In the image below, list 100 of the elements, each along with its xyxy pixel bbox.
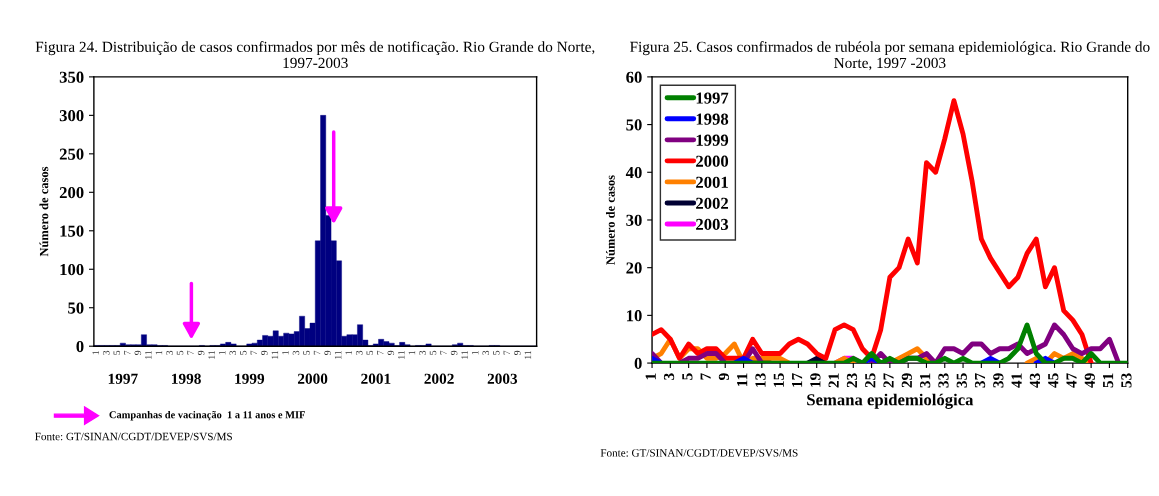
x-tick-label: 9 xyxy=(134,350,142,355)
y-tick-label: 100 xyxy=(60,263,84,276)
x-tick-label: 3 xyxy=(166,350,173,355)
x-tick-label: 9 xyxy=(718,373,730,381)
x-tick-label: 11 xyxy=(208,350,215,359)
legend-label: 1997 xyxy=(696,92,729,104)
x-tick-label: 3 xyxy=(102,350,110,355)
x-tick-label: 1 xyxy=(345,350,352,355)
x-tick-label: 23 xyxy=(846,373,858,388)
chart-title: Figura 25. Casos confirmados de rubéola por semana epidemiológica. Rio Grande do Norte, 1997 -2003 xyxy=(630,41,1150,71)
x-tick-label: 3 xyxy=(292,350,300,355)
y-axis-title: Número de casos xyxy=(39,166,49,257)
x-tick-label: 15 xyxy=(773,373,784,387)
x-tick-label: 1 xyxy=(282,350,289,355)
legend-label: 2002 xyxy=(696,197,728,209)
text: Campanhas de vacinação 1 a 11 anos e MIF xyxy=(109,410,305,421)
y-tick-label: 300 xyxy=(59,110,84,122)
y-tick-label: 200 xyxy=(59,187,84,199)
x-tick-label: 5 xyxy=(493,350,500,355)
legend-label: 2003 xyxy=(696,218,729,231)
chart-title: Figura 24. Distribuição de casos confirmados por mês de notificação. Rio Grande do Norte, 1997-2003 xyxy=(35,41,595,69)
x-tick-label: 5 xyxy=(176,350,184,355)
x-tick-label: 43 xyxy=(1029,373,1041,388)
legend-label: 2001 xyxy=(696,176,728,188)
x-tick-label: 19 xyxy=(810,373,821,387)
y-tick-label: 60 xyxy=(626,71,642,83)
x-tick-label: 53 xyxy=(1121,373,1132,388)
text: 2002 xyxy=(424,373,454,384)
x-tick-label: 3 xyxy=(229,350,236,355)
x-tick-label: 13 xyxy=(755,373,766,387)
x-tick-label: 51 xyxy=(1103,373,1114,388)
x-tick-label: 1 xyxy=(408,350,416,355)
x-tick-label: 5 xyxy=(240,350,247,355)
legend-label: 1999 xyxy=(696,134,729,146)
x-tick-label: 7 xyxy=(250,350,257,355)
x-tick-label: 3 xyxy=(482,350,489,355)
source-note: Fonte: GT/SINAN/CGDT/DEVEP/SVS/MS xyxy=(600,449,798,457)
x-tick-label: 11 xyxy=(461,350,468,359)
y-tick-label: 50 xyxy=(626,119,642,131)
x-axis-title: Semana epidemiológica xyxy=(807,393,974,409)
text: 1998 xyxy=(172,373,201,384)
x-tick-label: 7 xyxy=(700,373,711,380)
x-tick-label: 39 xyxy=(993,373,1004,388)
x-tick-label: 25 xyxy=(865,373,876,388)
x-tick-label: 7 xyxy=(124,350,131,355)
x-tick-label: 9 xyxy=(261,350,268,355)
x-tick-label: 1 xyxy=(645,373,656,380)
y-tick-label: 10 xyxy=(627,310,642,322)
x-tick-label: 7 xyxy=(503,350,510,355)
x-tick-label: 35 xyxy=(956,373,967,388)
x-tick-label: 3 xyxy=(663,373,675,380)
x-tick-label: 5 xyxy=(303,350,310,355)
x-tick-label: 7 xyxy=(377,350,384,355)
x-tick-label: 11 xyxy=(737,373,748,387)
source-note: Fonte: GT/SINAN/CGDT/DEVEP/SVS/MS xyxy=(35,432,232,441)
y-tick-label: 0 xyxy=(76,340,84,353)
x-tick-label: 11 xyxy=(145,350,152,359)
x-tick-label: 41 xyxy=(1011,373,1022,388)
x-tick-label: 11 xyxy=(334,350,342,359)
text: 2003 xyxy=(487,373,518,384)
x-tick-label: 11 xyxy=(398,350,405,359)
x-tick-label: 3 xyxy=(355,350,363,355)
x-tick-label: 7 xyxy=(440,350,447,355)
x-tick-label: 5 xyxy=(429,350,437,355)
legend-label: 2000 xyxy=(696,155,729,167)
x-tick-label: 1 xyxy=(92,350,99,355)
x-tick-label: 9 xyxy=(514,350,521,355)
text: 2001 xyxy=(361,373,391,384)
x-tick-label: 29 xyxy=(901,373,912,388)
y-tick-label: 30 xyxy=(626,214,642,226)
x-tick-label: 1 xyxy=(218,350,226,355)
x-tick-label: 9 xyxy=(197,350,205,355)
x-tick-label: 45 xyxy=(1048,373,1059,388)
x-tick-label: 47 xyxy=(1066,373,1077,388)
y-tick-label: 350 xyxy=(59,71,84,83)
x-tick-label: 31 xyxy=(920,373,931,388)
x-tick-label: 27 xyxy=(883,373,894,388)
x-tick-label: 5 xyxy=(113,350,121,355)
y-tick-label: 150 xyxy=(60,225,84,237)
x-tick-label: 1 xyxy=(155,350,163,355)
x-tick-label: 5 xyxy=(682,373,693,380)
x-tick-label: 49 xyxy=(1084,373,1095,388)
legend-label: 1998 xyxy=(696,113,729,125)
x-tick-label: 11 xyxy=(271,350,279,359)
text: 1997 xyxy=(108,373,138,384)
x-tick-label: 37 xyxy=(974,373,986,388)
x-tick-label: 17 xyxy=(792,373,803,387)
x-tick-label: 7 xyxy=(187,350,194,355)
text: 2000 xyxy=(297,373,328,384)
y-tick-label: 50 xyxy=(68,302,84,314)
y-tick-label: 0 xyxy=(634,357,642,370)
y-tick-label: 250 xyxy=(59,148,84,160)
y-axis-title: Número de casos xyxy=(605,175,615,265)
x-tick-label: 5 xyxy=(366,350,374,355)
x-tick-label: 9 xyxy=(324,350,331,355)
y-tick-label: 20 xyxy=(626,262,642,274)
x-tick-label: 33 xyxy=(938,373,949,388)
x-tick-label: 21 xyxy=(828,373,839,388)
x-tick-label: 11 xyxy=(524,350,532,359)
x-tick-label: 9 xyxy=(387,350,395,355)
